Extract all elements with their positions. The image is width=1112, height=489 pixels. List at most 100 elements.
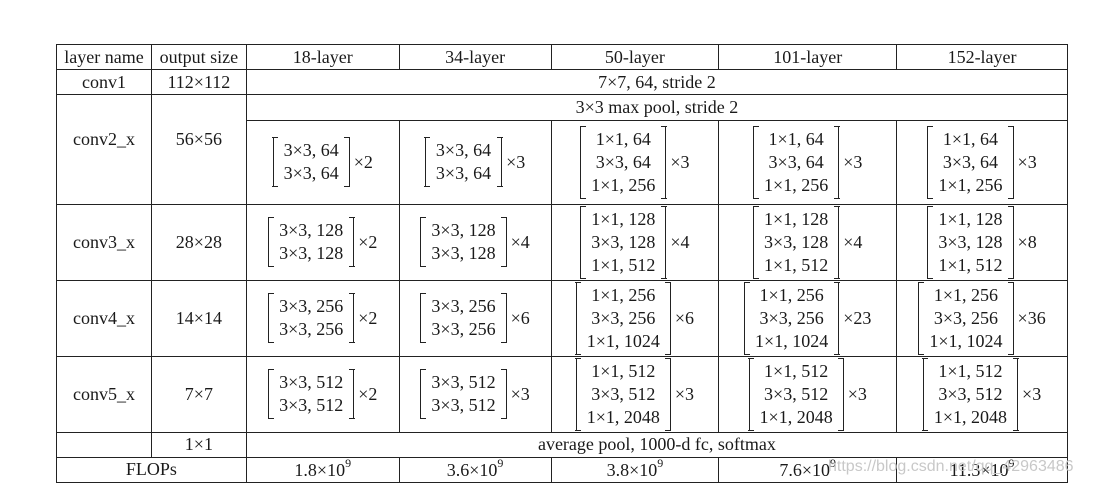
bracket-tick bbox=[743, 281, 750, 283]
block-layer-line: 1×1, 2048 bbox=[933, 406, 1008, 427]
bracket-tick bbox=[579, 205, 586, 207]
bracket-tick bbox=[833, 125, 840, 127]
bracket-tick bbox=[267, 369, 274, 370]
block-bracket: 1×1, 64 3×3, 64 1×1, 256 bbox=[926, 125, 1015, 199]
block-cell: 3×3, 256 3×3, 256 ×2 bbox=[245, 279, 400, 357]
block-layer-line: 1×1, 128 bbox=[591, 208, 656, 229]
bracket-tick bbox=[660, 277, 667, 279]
bracket-tick bbox=[348, 369, 355, 370]
bracket-tick bbox=[501, 293, 508, 294]
fc-description: average pool, 1000-d fc, softmax bbox=[245, 431, 1069, 458]
block-cell: 1×1, 512 3×3, 512 1×1, 2048 ×3 bbox=[550, 355, 720, 433]
bracket-tick bbox=[926, 277, 933, 279]
block-repeat-count: ×8 bbox=[1017, 231, 1037, 252]
block-repeat-count: ×23 bbox=[843, 307, 872, 328]
flops-exponent: 9 bbox=[657, 456, 664, 470]
bracket-tick bbox=[748, 357, 755, 359]
residual-block: 1×1, 256 3×3, 256 1×1, 1024 ×6 bbox=[575, 281, 695, 355]
block-cell: 3×3, 64 3×3, 64 ×2 bbox=[245, 120, 400, 205]
bracket-tick bbox=[665, 353, 672, 355]
bracket-tick bbox=[660, 205, 667, 207]
residual-block: 3×3, 512 3×3, 512 ×2 bbox=[267, 369, 378, 419]
bracket-tick bbox=[348, 342, 355, 343]
bracket-tick bbox=[665, 429, 672, 431]
conv2-name-cell-top bbox=[56, 94, 152, 121]
bracket-tick bbox=[496, 186, 503, 188]
block-layer-line: 3×3, 64 bbox=[768, 151, 824, 172]
bracket-tick bbox=[419, 418, 426, 419]
stage-name: conv5_x bbox=[56, 355, 152, 433]
stage-name: conv2_x bbox=[56, 120, 152, 205]
conv1-row: conv1 112×112 7×7, 64, stride 2 bbox=[56, 69, 1069, 95]
block-bracket: 1×1, 512 3×3, 512 1×1, 2048 bbox=[575, 357, 672, 431]
block-layer-line: 1×1, 512 bbox=[938, 360, 1003, 381]
block-repeat-count: ×2 bbox=[358, 383, 378, 404]
maxpool-description: 3×3 max pool, stride 2 bbox=[245, 94, 1069, 121]
bracket-tick bbox=[926, 125, 933, 127]
block-layer-line: 3×3, 64 bbox=[435, 163, 492, 184]
bracket-tick bbox=[419, 217, 426, 218]
block-repeat-count: ×3 bbox=[847, 383, 867, 404]
conv1-name: conv1 bbox=[56, 69, 152, 95]
block-repeat-count: ×2 bbox=[358, 231, 378, 252]
block-layer-line: 1×1, 1024 bbox=[586, 330, 660, 351]
residual-block: 1×1, 64 3×3, 64 1×1, 256 ×3 bbox=[752, 125, 862, 199]
block-repeat-count: ×6 bbox=[674, 307, 695, 328]
bracket-tick bbox=[926, 197, 933, 199]
bracket-tick bbox=[424, 137, 431, 139]
block-repeat-count: ×3 bbox=[510, 383, 530, 404]
header-101-layer: 101-layer bbox=[718, 44, 898, 70]
block-bracket: 1×1, 512 3×3, 512 1×1, 2048 bbox=[922, 357, 1019, 431]
bracket-tick bbox=[752, 125, 759, 127]
residual-block: 3×3, 512 3×3, 512 ×3 bbox=[419, 369, 530, 419]
flops-exponent: 9 bbox=[497, 456, 504, 470]
header-row: layer name output size 18-layer 34-layer… bbox=[56, 44, 1068, 70]
block-bracket: 1×1, 256 3×3, 256 1×1, 1024 bbox=[917, 281, 1015, 355]
bracket-tick bbox=[575, 357, 582, 359]
block-repeat-count: ×4 bbox=[510, 231, 530, 252]
stage-name: conv4_x bbox=[56, 279, 152, 357]
block-cell: 1×1, 64 3×3, 64 1×1, 256 ×3 bbox=[896, 120, 1068, 205]
bracket-tick bbox=[579, 125, 586, 127]
block-layer-line: 3×3, 128 bbox=[764, 231, 829, 252]
block-bracket: 3×3, 128 3×3, 128 bbox=[267, 217, 355, 267]
block-layer-line: 1×1, 256 bbox=[938, 174, 1003, 195]
block-layer-line: 3×3, 512 bbox=[764, 383, 829, 404]
conv1-description: 7×7, 64, stride 2 bbox=[245, 69, 1069, 95]
block-bracket: 3×3, 256 3×3, 256 bbox=[419, 293, 508, 343]
block-layer-line: 1×1, 512 bbox=[591, 360, 656, 381]
flops-value: 7.6×109 bbox=[718, 456, 898, 483]
block-bracket: 1×1, 256 3×3, 256 1×1, 1024 bbox=[575, 281, 672, 355]
block-cell: 1×1, 128 3×3, 128 1×1, 512 ×8 bbox=[896, 203, 1068, 281]
stage-row-conv4_x: conv4_x 14×14 3×3, 256 3×3, 256 ×2 3×3, 256 3×… bbox=[56, 279, 1068, 357]
block-cell: 1×1, 64 3×3, 64 1×1, 256 ×3 bbox=[718, 120, 898, 205]
block-layer-line: 1×1, 128 bbox=[938, 208, 1003, 229]
block-layer-line: 1×1, 256 bbox=[764, 174, 829, 195]
bracket-tick bbox=[267, 342, 274, 343]
bracket-tick bbox=[575, 429, 582, 431]
block-layer-line: 3×3, 512 bbox=[938, 383, 1003, 404]
block-cell: 1×1, 128 3×3, 128 1×1, 512 ×4 bbox=[550, 203, 720, 281]
flops-value: 1.8×109 bbox=[245, 456, 400, 483]
bracket-tick bbox=[424, 186, 431, 188]
bracket-tick bbox=[272, 137, 279, 139]
header-18-layer: 18-layer bbox=[245, 44, 400, 70]
block-layer-line: 3×3, 256 bbox=[279, 319, 344, 339]
block-layer-line: 3×3, 64 bbox=[942, 151, 999, 172]
bracket-tick bbox=[838, 357, 845, 359]
residual-block: 3×3, 64 3×3, 64 ×3 bbox=[424, 137, 525, 188]
maxpool-row: 3×3 max pool, stride 2 bbox=[56, 94, 1069, 121]
block-layer-line: 3×3, 512 bbox=[431, 372, 496, 392]
bracket-tick bbox=[419, 293, 426, 294]
flops-base: 7.6×10 bbox=[779, 460, 831, 480]
residual-block: 3×3, 64 3×3, 64 ×2 bbox=[272, 137, 373, 188]
flops-value: 3.8×109 bbox=[550, 456, 720, 483]
bracket-tick bbox=[501, 369, 508, 370]
block-layer-line: 1×1, 256 bbox=[759, 284, 824, 305]
block-repeat-count: ×4 bbox=[670, 231, 690, 252]
bracket-tick bbox=[660, 197, 667, 199]
block-layer-line: 3×3, 512 bbox=[591, 383, 656, 404]
watermark: https://blog.csdn.net/qq_42963486 bbox=[828, 458, 1074, 475]
bracket-tick bbox=[1008, 277, 1015, 279]
block-bracket: 1×1, 128 3×3, 128 1×1, 512 bbox=[926, 205, 1015, 279]
